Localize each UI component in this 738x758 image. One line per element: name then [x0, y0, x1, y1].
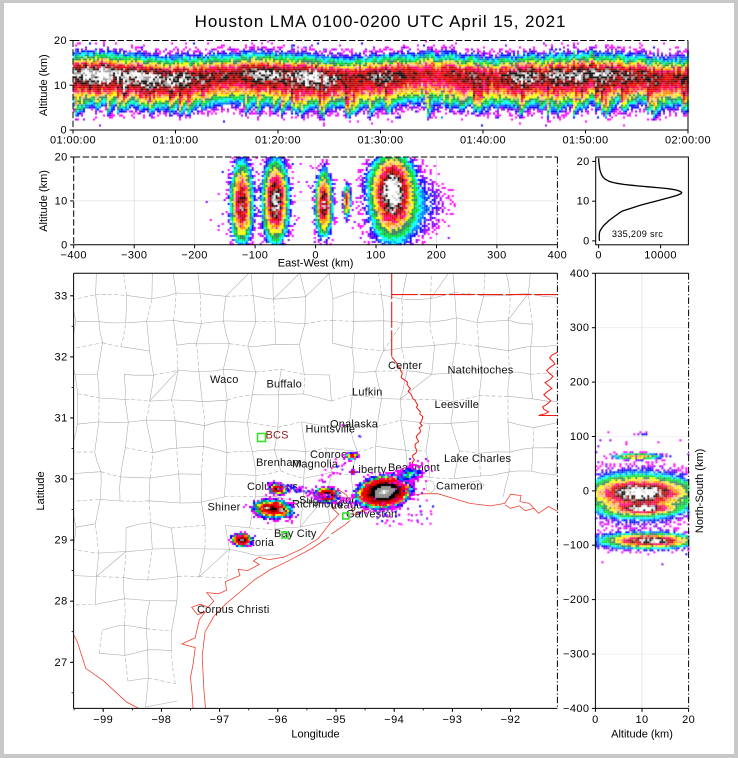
svg-text:31: 31	[55, 412, 68, 424]
svg-text:North-South (km): North-South (km)	[694, 449, 706, 533]
svg-text:335,209 src: 335,209 src	[612, 229, 663, 239]
svg-text:400: 400	[570, 268, 590, 280]
svg-text:200: 200	[427, 249, 447, 261]
svg-text:−96: −96	[268, 714, 288, 726]
svg-text:0: 0	[583, 485, 590, 497]
svg-text:0: 0	[312, 249, 319, 261]
svg-text:01:20:00: 01:20:00	[255, 135, 301, 147]
svg-text:−98: −98	[151, 714, 171, 726]
svg-text:30: 30	[55, 474, 68, 486]
svg-text:−300: −300	[121, 249, 147, 261]
svg-text:200: 200	[570, 377, 590, 389]
svg-text:01:30:00: 01:30:00	[357, 135, 403, 147]
svg-text:Houston LMA 0100-0200 UTC Apri: Houston LMA 0100-0200 UTC April 15, 2021	[195, 12, 567, 31]
svg-text:100: 100	[570, 431, 590, 443]
svg-text:−92: −92	[501, 714, 521, 726]
svg-text:−300: −300	[563, 649, 589, 661]
svg-text:−100: −100	[563, 540, 589, 552]
svg-text:28: 28	[55, 596, 68, 608]
svg-text:01:50:00: 01:50:00	[562, 135, 608, 147]
svg-text:0: 0	[595, 249, 602, 261]
svg-text:−97: −97	[210, 714, 230, 726]
svg-text:32: 32	[55, 351, 68, 363]
svg-text:Latitude: Latitude	[35, 471, 47, 510]
svg-text:02:00:00: 02:00:00	[665, 135, 711, 147]
svg-text:−95: −95	[326, 714, 346, 726]
svg-text:Altitude (km): Altitude (km)	[611, 729, 673, 741]
svg-text:Altitude (km): Altitude (km)	[38, 54, 50, 116]
svg-text:−400: −400	[563, 703, 589, 715]
svg-text:10: 10	[577, 196, 590, 208]
svg-text:0: 0	[60, 125, 67, 137]
svg-text:29: 29	[55, 535, 68, 547]
svg-text:10: 10	[635, 714, 648, 726]
svg-text:01:00:00: 01:00:00	[50, 135, 96, 147]
svg-text:0: 0	[583, 235, 590, 247]
svg-text:20: 20	[55, 152, 68, 164]
svg-text:−93: −93	[442, 714, 462, 726]
svg-text:10000: 10000	[644, 249, 677, 261]
svg-text:20: 20	[682, 714, 695, 726]
svg-text:20: 20	[54, 35, 67, 47]
svg-text:10: 10	[55, 195, 68, 207]
svg-text:400: 400	[548, 249, 568, 261]
svg-text:10: 10	[54, 80, 67, 92]
svg-text:300: 300	[487, 249, 507, 261]
svg-text:0: 0	[61, 239, 68, 251]
svg-text:27: 27	[55, 657, 68, 669]
svg-text:−400: −400	[61, 249, 87, 261]
svg-text:−200: −200	[563, 594, 589, 606]
svg-text:East-West (km): East-West (km)	[278, 258, 354, 270]
svg-text:01:40:00: 01:40:00	[460, 135, 506, 147]
svg-text:−94: −94	[384, 714, 404, 726]
svg-text:Altitude (km): Altitude (km)	[38, 170, 50, 232]
svg-text:100: 100	[366, 249, 386, 261]
svg-text:−99: −99	[93, 714, 113, 726]
svg-text:Longitude: Longitude	[291, 729, 339, 741]
svg-text:−100: −100	[242, 249, 268, 261]
svg-text:−200: −200	[181, 249, 207, 261]
svg-text:01:10:00: 01:10:00	[152, 135, 198, 147]
svg-text:0: 0	[592, 714, 599, 726]
svg-text:300: 300	[570, 322, 590, 334]
svg-text:20: 20	[577, 156, 590, 168]
svg-text:33: 33	[55, 290, 68, 302]
